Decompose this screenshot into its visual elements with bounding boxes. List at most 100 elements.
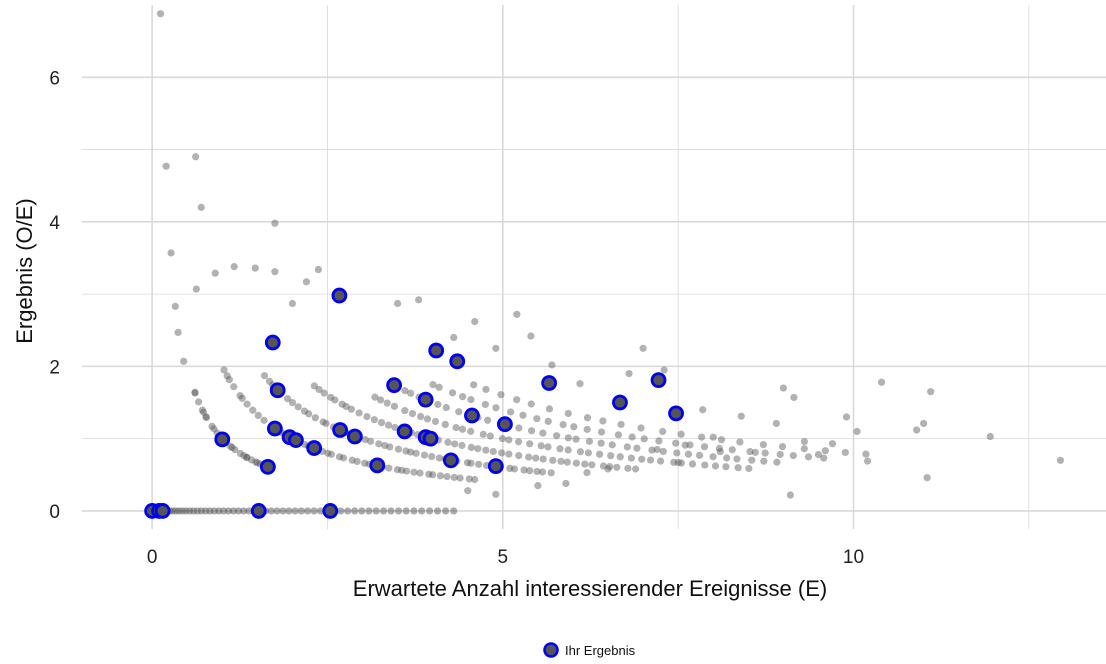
data-point xyxy=(549,456,557,464)
data-point xyxy=(552,432,561,440)
data-point xyxy=(548,361,556,369)
highlight-point xyxy=(250,503,267,519)
data-point-zero xyxy=(394,507,403,515)
data-point xyxy=(526,467,534,475)
data-point xyxy=(533,467,541,476)
data-point xyxy=(716,448,724,456)
data-point xyxy=(361,435,369,444)
data-point xyxy=(728,446,736,454)
data-point xyxy=(686,441,694,449)
data-point xyxy=(376,396,385,404)
data-point xyxy=(514,438,523,446)
data-point xyxy=(315,385,323,394)
data-point xyxy=(863,457,872,465)
data-point xyxy=(416,469,424,477)
data-point xyxy=(655,437,663,445)
data-point xyxy=(310,382,318,390)
data-point xyxy=(646,456,655,464)
data-point xyxy=(751,448,759,456)
data-point xyxy=(441,420,449,429)
data-point xyxy=(481,400,489,409)
data-point xyxy=(597,428,606,436)
highlight-point xyxy=(264,334,281,351)
data-point xyxy=(608,441,616,449)
data-point xyxy=(475,460,483,468)
data-point xyxy=(525,453,533,461)
data-point xyxy=(877,378,886,386)
data-point xyxy=(348,456,356,464)
highlight-point xyxy=(269,382,286,399)
data-point xyxy=(776,450,784,459)
x-tick-label: 0 xyxy=(147,547,158,568)
data-point xyxy=(444,438,452,446)
data-point xyxy=(534,482,542,490)
data-point xyxy=(450,473,458,481)
data-point xyxy=(613,463,621,471)
data-point xyxy=(778,443,787,451)
data-point xyxy=(604,465,612,473)
data-point xyxy=(699,406,707,414)
data-point xyxy=(585,437,594,445)
data-point xyxy=(442,403,450,412)
data-point xyxy=(367,437,375,445)
data-point xyxy=(428,452,436,461)
data-point xyxy=(723,454,731,462)
data-point xyxy=(505,450,513,458)
data-point xyxy=(638,455,646,463)
data-point xyxy=(363,412,371,421)
data-point xyxy=(698,433,706,441)
data-point xyxy=(451,440,459,448)
data-point xyxy=(513,396,521,404)
data-point xyxy=(616,453,624,461)
data-point xyxy=(331,396,339,404)
highlight-point xyxy=(443,452,459,469)
highlight-point xyxy=(306,440,323,456)
data-point xyxy=(632,465,640,473)
data-point xyxy=(684,450,693,458)
data-point xyxy=(759,440,767,449)
data-point xyxy=(436,472,445,480)
data-point xyxy=(435,383,443,391)
data-point xyxy=(474,445,482,453)
highlight-point xyxy=(464,407,480,424)
data-point xyxy=(156,10,165,18)
data-point-zero xyxy=(279,507,287,515)
data-point xyxy=(733,455,741,463)
data-point xyxy=(324,449,332,457)
data-point xyxy=(746,447,754,456)
data-point xyxy=(814,450,823,459)
data-point xyxy=(192,153,200,161)
data-point xyxy=(230,263,238,271)
data-point xyxy=(519,411,527,419)
data-point xyxy=(420,451,429,459)
data-point xyxy=(498,449,506,457)
data-point xyxy=(520,466,528,474)
data-point xyxy=(377,418,386,427)
data-point xyxy=(465,475,473,483)
data-point-zero xyxy=(379,507,388,515)
data-point xyxy=(288,398,297,407)
data-point xyxy=(537,442,545,450)
data-point xyxy=(208,422,216,430)
highlight-point xyxy=(449,353,466,370)
data-point xyxy=(394,445,403,453)
highlight-point xyxy=(487,458,504,475)
data-point xyxy=(470,381,478,389)
data-point xyxy=(386,443,394,451)
y-tick-label: 2 xyxy=(49,357,60,378)
background-points xyxy=(156,10,1065,499)
data-point xyxy=(527,427,536,435)
data-point xyxy=(407,389,415,397)
data-point-zero xyxy=(297,507,305,515)
data-point xyxy=(486,432,495,440)
data-point xyxy=(659,427,667,436)
data-point xyxy=(401,407,409,415)
data-point xyxy=(673,449,681,457)
data-point xyxy=(709,433,717,441)
data-point xyxy=(174,328,182,337)
data-point xyxy=(322,419,330,428)
data-point-zero xyxy=(418,507,426,515)
data-point xyxy=(162,162,170,170)
data-point xyxy=(249,406,257,414)
